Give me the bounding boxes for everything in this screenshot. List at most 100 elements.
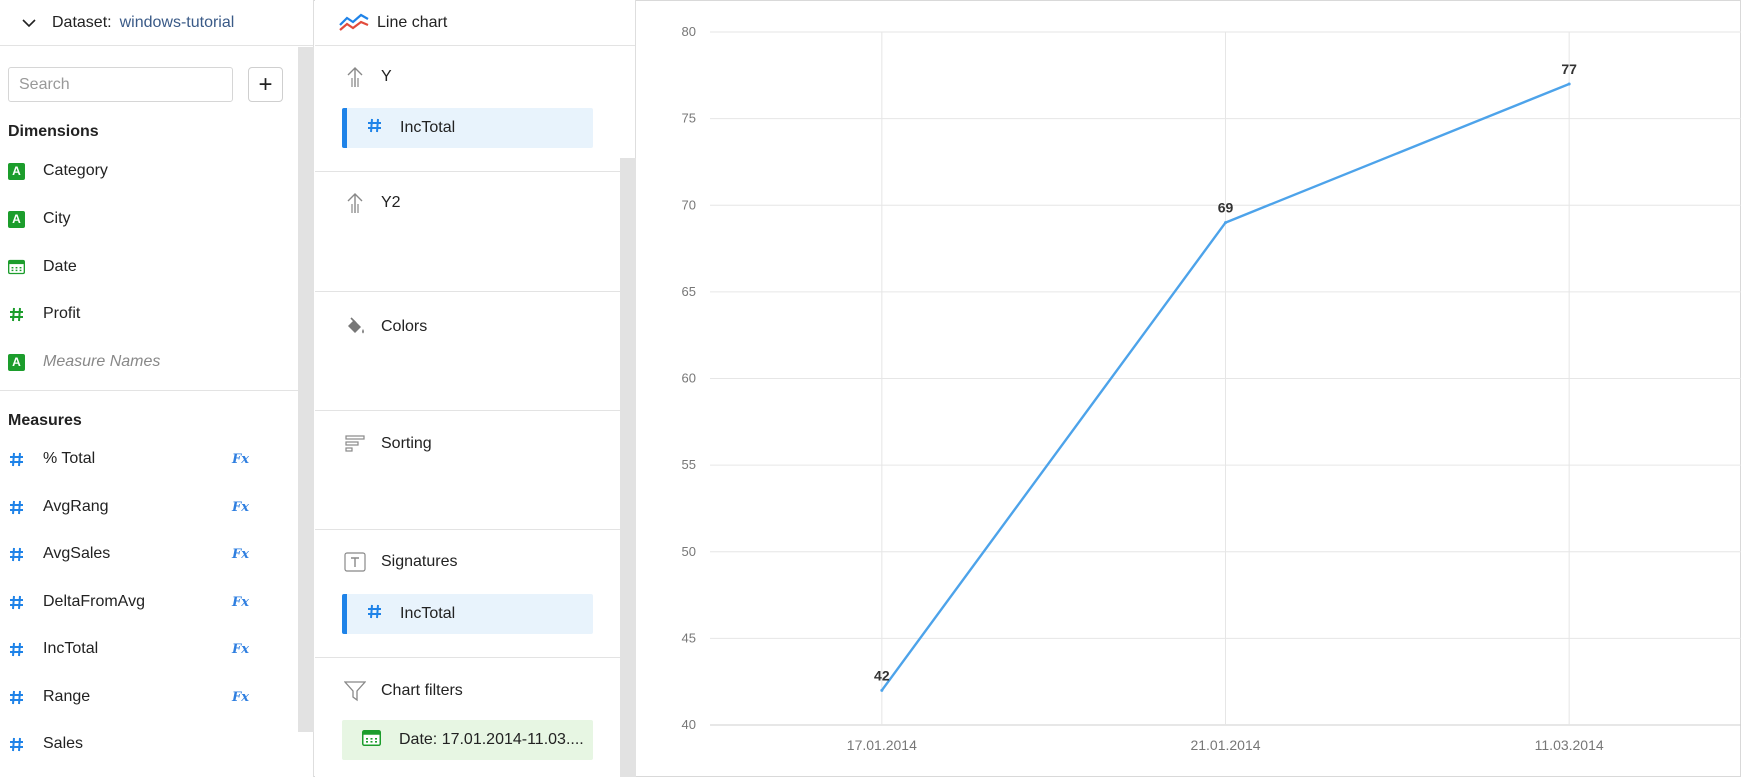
field-label: Date [43, 258, 77, 275]
field-label: DeltaFromAvg [43, 593, 145, 610]
section-chart-filters: Chart filters Date: 17.01.2014-11.03.... [315, 658, 620, 777]
filter-chip-date[interactable]: Date: 17.01.2014-11.03.... [342, 720, 593, 760]
measure-item-range[interactable]: Range [8, 684, 248, 710]
y-tick-label: 75 [682, 111, 696, 126]
field-label: Measure Names [43, 353, 161, 370]
section-signatures-header: Signatures [344, 551, 458, 573]
field-chip-signatures[interactable]: IncTotal [342, 594, 593, 634]
x-tick-label: 17.01.2014 [847, 737, 917, 753]
section-signatures-label: Signatures [381, 553, 458, 570]
section-signatures: Signatures IncTotal [315, 530, 620, 658]
paint-bucket-icon [344, 316, 366, 338]
section-sorting: Sorting [315, 411, 620, 530]
data-point [1224, 221, 1227, 225]
section-y-label: Y [381, 68, 392, 85]
y-tick-label: 70 [682, 197, 696, 212]
visualization-type-label: Line chart [377, 13, 448, 31]
section-colors: Colors [315, 292, 620, 411]
dimension-item-city[interactable]: A City [8, 206, 248, 232]
section-y-header: Y [344, 66, 392, 88]
filter-chip-label: Date: 17.01.2014-11.03.... [399, 731, 584, 748]
formula-icon: Fx [232, 500, 249, 515]
x-tick-label: 21.01.2014 [1190, 737, 1260, 753]
visualization-type-selector[interactable]: Line chart [315, 0, 635, 46]
hash-icon [8, 306, 25, 323]
hash-icon [8, 451, 25, 468]
section-sorting-header: Sorting [344, 433, 432, 455]
data-point [1567, 82, 1571, 86]
chart-area: 40 45 50 55 60 65 70 75 80 17.01.2014 21.01.2014 11… [637, 0, 1741, 777]
section-y2-header: Y2 [344, 192, 401, 214]
y-tick-label: 50 [682, 544, 696, 559]
formula-icon: Fx [232, 690, 249, 705]
hash-icon [367, 118, 382, 138]
line-chart-icon [339, 13, 369, 31]
dataset-panel: Dataset: windows-tutorial Search + Dimen… [0, 0, 314, 777]
data-label: 77 [1561, 61, 1577, 77]
y-tick-label: 80 [682, 24, 696, 39]
dimensions-title: Dimensions [8, 123, 99, 140]
field-chip-y[interactable]: IncTotal [342, 108, 593, 148]
section-y2-label: Y2 [381, 194, 401, 211]
wizard-panel: Line chart Y IncTotal Y2 Colors [315, 0, 636, 777]
dimension-item-category[interactable]: A Category [8, 158, 248, 184]
measure-item-avgsales[interactable]: AvgSales [8, 541, 248, 567]
chevron-down-icon[interactable] [22, 16, 36, 30]
measure-item-avgrang[interactable]: AvgRang [8, 494, 248, 520]
section-colors-label: Colors [381, 318, 428, 335]
search-input[interactable]: Search [8, 67, 233, 102]
scrollbar[interactable] [298, 47, 314, 732]
section-filters-header: Chart filters [344, 680, 463, 702]
measures-title: Measures [8, 412, 82, 429]
field-label: % Total [43, 450, 96, 467]
string-type-icon: A [8, 210, 25, 228]
formula-icon: Fx [232, 595, 249, 610]
hash-icon [8, 641, 25, 658]
hash-icon [367, 604, 382, 624]
field-chip-label: IncTotal [400, 605, 456, 622]
hash-icon [8, 594, 25, 611]
calendar-icon [362, 729, 381, 751]
section-sorting-label: Sorting [381, 435, 432, 452]
measure-item-deltafromavg[interactable]: DeltaFromAvg [8, 589, 248, 615]
data-label: 42 [874, 667, 890, 683]
data-label: 69 [1218, 200, 1234, 216]
y-tick-label: 60 [682, 371, 696, 386]
field-chip-label: IncTotal [400, 119, 456, 136]
field-label: IncTotal [43, 640, 99, 657]
line-chart[interactable]: 40 45 50 55 60 65 70 75 80 17.01.2014 21.01.2014 11… [637, 0, 1741, 777]
hash-icon [8, 499, 25, 516]
dimension-item-date[interactable]: Date [8, 254, 248, 280]
measure-item-total-percent[interactable]: % Total [8, 446, 248, 472]
field-label: Sales [43, 735, 84, 752]
field-label: Profit [43, 305, 81, 322]
y-tick-label: 40 [682, 717, 696, 732]
measure-item-sales[interactable]: Sales [8, 731, 248, 757]
field-label: AvgSales [43, 545, 111, 562]
measure-item-inctotal[interactable]: IncTotal [8, 636, 248, 662]
field-label: City [43, 210, 71, 227]
hash-icon [8, 736, 25, 753]
dataset-label: Dataset: [52, 13, 112, 31]
scrollbar[interactable] [620, 158, 636, 777]
arrow-up-icon [344, 192, 366, 214]
y-tick-label: 45 [682, 630, 696, 645]
filter-icon [344, 680, 366, 702]
field-label: AvgRang [43, 498, 109, 515]
string-type-icon: A [8, 353, 25, 371]
hash-icon [8, 546, 25, 563]
formula-icon: Fx [232, 452, 249, 467]
y-tick-label: 55 [682, 457, 696, 472]
string-type-icon: A [8, 162, 25, 180]
arrow-up-icon [344, 66, 366, 88]
section-y: Y IncTotal [315, 46, 620, 172]
field-label: Category [43, 162, 108, 179]
dimension-item-profit[interactable]: Profit [8, 301, 248, 327]
dataset-name[interactable]: windows-tutorial [119, 13, 235, 31]
add-field-button[interactable]: + [248, 67, 283, 102]
dimension-item-measure-names[interactable]: A Measure Names [8, 349, 248, 375]
dataset-header[interactable]: Dataset: windows-tutorial [0, 0, 313, 46]
calendar-icon [8, 259, 25, 276]
section-divider [0, 390, 298, 391]
data-point [880, 688, 884, 692]
